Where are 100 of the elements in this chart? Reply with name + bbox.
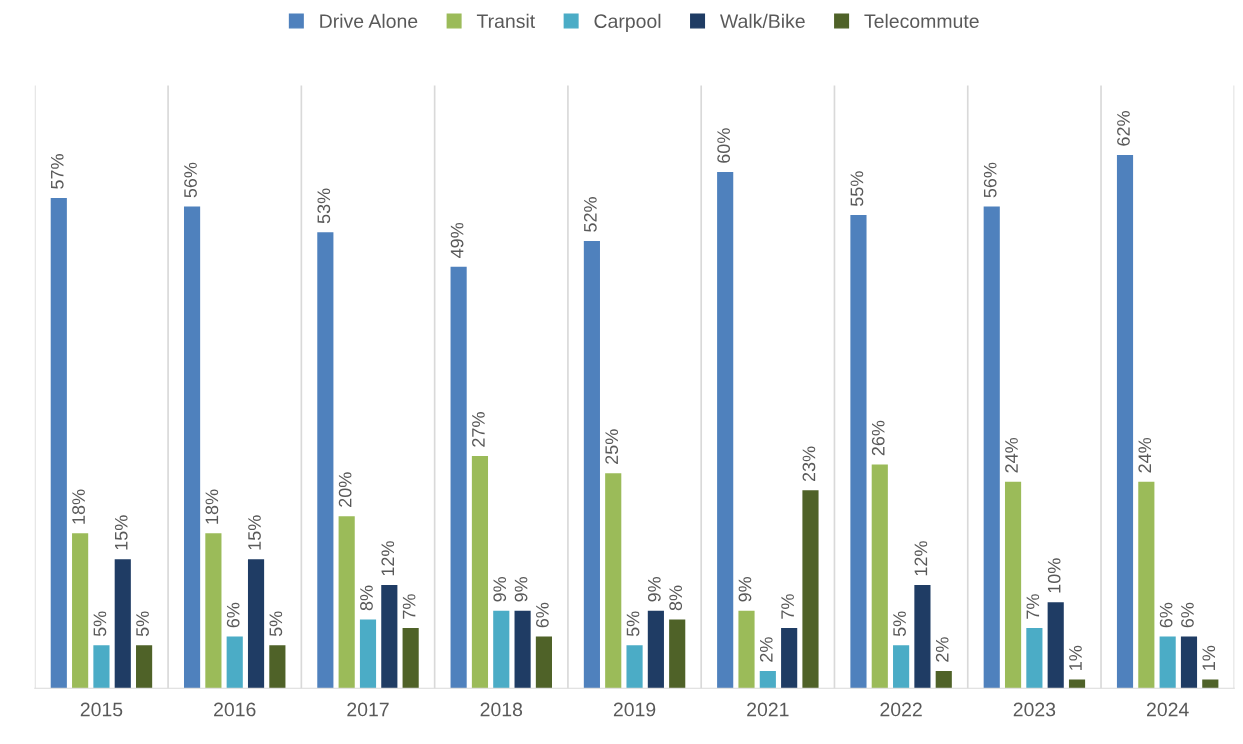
data-label: 6%	[1181, 602, 1194, 628]
bar	[136, 645, 153, 689]
bar	[317, 232, 334, 689]
data-label: 12%	[914, 541, 928, 576]
data-label: 8%	[360, 585, 373, 611]
data-label: 26%	[871, 420, 885, 456]
data-label: 5%	[626, 611, 640, 637]
data-label: 9%	[647, 577, 661, 602]
data-label: 5%	[93, 611, 107, 637]
bar	[802, 490, 819, 689]
data-label: 5%	[269, 611, 283, 637]
bar	[471, 455, 489, 689]
bar	[1047, 602, 1064, 689]
bar	[50, 197, 67, 689]
data-label: 23%	[802, 446, 816, 482]
bar	[269, 645, 286, 689]
bar	[1159, 636, 1176, 689]
bar	[402, 627, 419, 689]
data-label: 2%	[935, 637, 949, 662]
data-label: 6%	[1159, 602, 1173, 628]
bar	[514, 610, 531, 689]
bar	[183, 206, 201, 689]
data-label: 1%	[1069, 645, 1082, 670]
data-label: 6%	[535, 602, 549, 628]
data-label: 7%	[1026, 594, 1040, 619]
data-label: 25%	[605, 429, 619, 464]
bar	[450, 266, 467, 689]
data-label: 12%	[381, 541, 395, 576]
x-tick-label: 2023	[1013, 702, 1056, 717]
bar	[914, 584, 931, 689]
data-label: 56%	[983, 162, 997, 198]
data-label: 56%	[184, 162, 197, 198]
data-label: 2%	[759, 637, 773, 662]
data-label: 60%	[717, 128, 731, 163]
x-tick-label: 2016	[214, 702, 256, 717]
bar	[759, 671, 776, 689]
data-label: 10%	[1047, 558, 1061, 593]
x-tick-label: 2021	[747, 702, 789, 717]
legend-label: Walk/Bike	[720, 13, 805, 29]
data-label: 5%	[893, 611, 906, 637]
bar	[781, 627, 798, 689]
data-label: 24%	[1138, 437, 1152, 473]
bar	[871, 464, 888, 689]
data-label: 9%	[514, 577, 528, 602]
bar	[205, 533, 222, 689]
data-label: 18%	[72, 489, 85, 524]
bar	[983, 206, 1000, 689]
legend-label: Carpool	[594, 13, 661, 32]
data-label: 52%	[583, 197, 597, 232]
bar	[1068, 679, 1086, 689]
x-tick-label: 2022	[880, 702, 922, 717]
bar	[893, 645, 910, 689]
data-label: 55%	[850, 171, 864, 207]
legend-label: Telecommute	[864, 13, 979, 29]
bar	[605, 473, 622, 689]
bar	[72, 533, 89, 689]
bar	[647, 610, 664, 689]
bar	[247, 559, 265, 689]
bar	[1116, 154, 1134, 689]
data-label: 18%	[205, 489, 219, 524]
bar	[493, 610, 510, 689]
data-label: 8%	[669, 585, 683, 611]
x-tick-label: 2018	[480, 702, 523, 717]
legend-label: Drive Alone	[320, 13, 418, 29]
x-tick-label: 2024	[1147, 702, 1189, 717]
bar	[535, 636, 552, 689]
bar	[1202, 679, 1219, 689]
bar	[1138, 481, 1155, 689]
data-label: 9%	[493, 577, 507, 602]
data-label: 62%	[1117, 111, 1130, 146]
bar	[1026, 627, 1043, 689]
data-label: 7%	[402, 594, 416, 619]
x-tick-label: 2015	[80, 702, 123, 717]
data-label: 7%	[781, 594, 794, 619]
bar	[338, 516, 355, 689]
bar	[717, 172, 734, 689]
data-label: 15%	[114, 515, 128, 550]
data-label: 15%	[248, 515, 261, 550]
data-label: 1%	[1202, 645, 1216, 670]
bar	[669, 619, 686, 689]
bar	[226, 636, 243, 689]
bar	[381, 584, 398, 689]
data-label: 5%	[136, 611, 149, 637]
bar	[1180, 636, 1198, 689]
data-label: 20%	[338, 472, 352, 507]
bar	[850, 215, 867, 689]
x-tick-label: 2019	[613, 702, 656, 717]
bar	[359, 619, 377, 689]
data-label: 53%	[317, 188, 331, 224]
data-label: 27%	[472, 412, 485, 447]
bar	[583, 240, 600, 689]
data-label: 6%	[226, 602, 240, 628]
bar	[935, 671, 952, 689]
data-label: 24%	[1005, 437, 1018, 473]
data-label: 9%	[738, 577, 752, 602]
bar	[738, 610, 755, 689]
data-label: 57%	[50, 154, 64, 189]
bar	[93, 645, 110, 689]
x-tick-label: 2017	[347, 702, 389, 717]
bar	[1004, 481, 1022, 689]
